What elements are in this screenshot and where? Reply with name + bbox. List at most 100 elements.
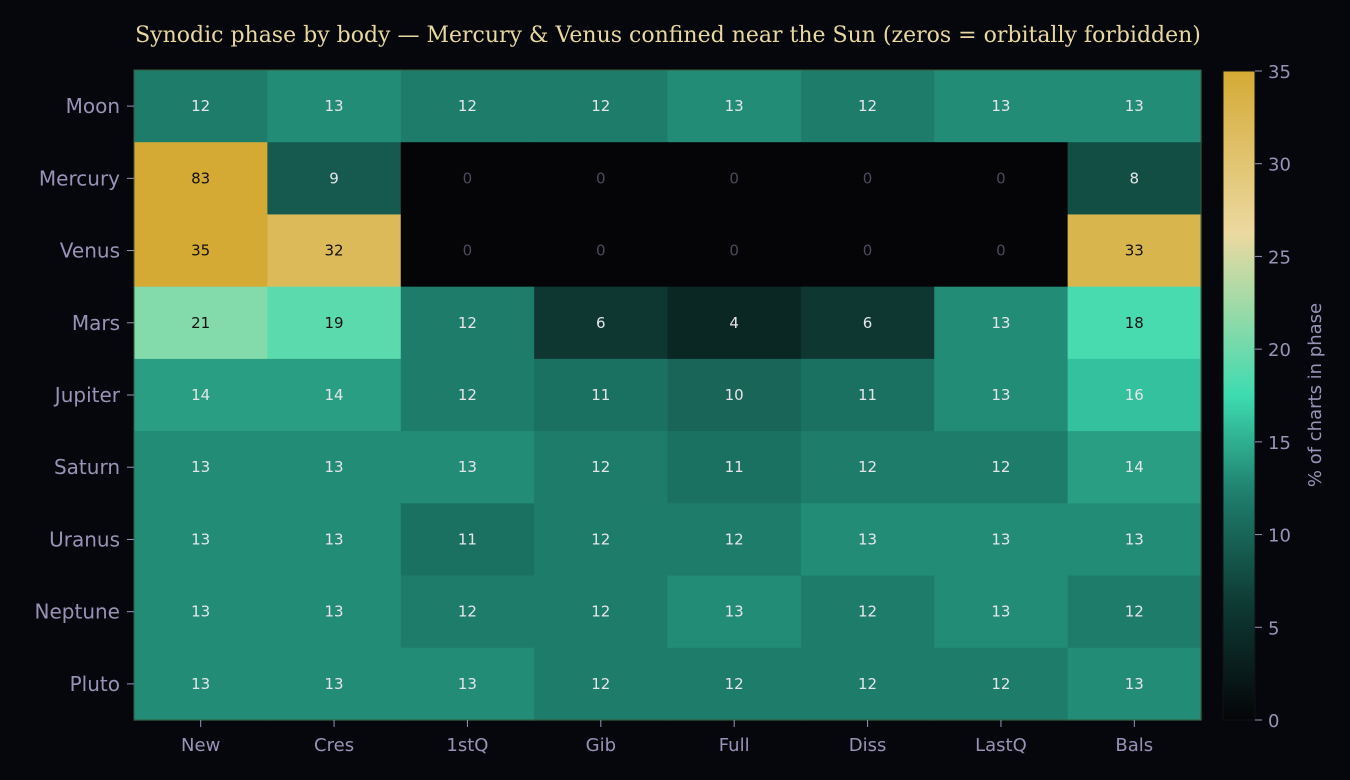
cell-value-label: 32 [325,242,344,260]
heatmap-cell [1067,142,1202,216]
heatmap-cell [667,358,802,432]
heatmap-cell [267,142,402,216]
heatmap-cell [1067,214,1202,288]
y-axis: Moon Mercury Venus Mars Jupiter Saturn Uranus N… [35,94,134,696]
cell-value-label: 12 [858,675,877,693]
heatmap-cell [267,358,402,432]
y-tick-label: Saturn [54,455,120,479]
heatmap-cell [800,503,935,577]
cell-value-label: 12 [458,97,477,115]
cell-value-label: 11 [858,386,877,404]
cell-value-label: 12 [458,603,477,621]
heatmap-cell [534,214,669,288]
heatmap-cell [134,142,268,216]
cell-value-label: 18 [1125,314,1144,332]
cell-value-label: 14 [191,386,210,404]
heatmap-cell [667,214,802,288]
y-tick-label: Mercury [39,166,120,190]
heatmap-cell [800,431,935,504]
heatmap-cell [667,142,802,216]
heatmap-cell [534,575,669,649]
cell-value-label: 13 [991,97,1010,115]
cell-value-label: 16 [1125,386,1144,404]
heatmap-cell [1067,286,1202,360]
cell-value-label: 13 [191,458,210,476]
heatmap-cell [400,214,535,288]
cell-value-label: 8 [1130,169,1140,187]
cell-value-label: 13 [191,603,210,621]
heatmap-cell [400,431,535,504]
cell-value-label: 21 [191,314,210,332]
heatmap-cell [934,503,1069,577]
heatmap-cell [400,358,535,432]
x-tick-label: LastQ [975,735,1027,756]
heatmap-cell [534,70,669,143]
cell-value-label: 12 [991,458,1010,476]
heatmap-cell [267,70,402,143]
cell-value-label: 13 [325,458,344,476]
heatmap-cell [667,70,802,143]
cell-value-label: 12 [591,530,610,548]
heatmap-cell [534,286,669,360]
y-tick-label: Moon [66,94,120,118]
y-tick-label: Jupiter [53,383,121,407]
heatmap-cell [934,358,1069,432]
cell-value-label: 0 [596,169,606,187]
heatmap-cell [134,431,268,504]
heatmap-cell [800,286,935,360]
heatmap-cell [400,575,535,649]
cell-value-label: 12 [591,458,610,476]
cell-value-label: 0 [729,169,739,187]
heatmap-cell [134,503,268,577]
heatmap-cell [1067,647,1202,721]
cell-value-label: 0 [596,242,606,260]
x-tick-label: Bals [1115,735,1153,756]
cell-value-label: 6 [596,314,606,332]
heatmap-cell [267,214,402,288]
heatmap-cell [934,431,1069,504]
cell-value-label: 13 [325,530,344,548]
cell-value-label: 13 [325,97,344,115]
cell-value-label: 13 [725,603,744,621]
cell-value-label: 11 [591,386,610,404]
cell-value-label: 12 [991,675,1010,693]
cell-value-label: 35 [191,242,210,260]
cell-value-label: 9 [329,169,339,187]
x-axis: New Cres 1stQ Gib Full Diss LastQ Bals [181,720,1153,756]
heatmap-cell [800,358,935,432]
heatmap-cell [534,142,669,216]
cell-value-label: 11 [458,530,477,548]
heatmap-cell [934,647,1069,721]
colorbar-tick-label: 30 [1268,155,1291,176]
heatmap-cell [1067,70,1202,143]
cell-value-label: 0 [729,242,739,260]
cell-value-label: 13 [191,530,210,548]
colorbar-label: % of charts in phase [1305,303,1326,487]
colorbar-tick-label: 35 [1268,62,1291,83]
heatmap-cell [1067,503,1202,577]
cell-value-label: 13 [458,458,477,476]
cell-value-label: 0 [463,242,473,260]
cell-value-label: 0 [863,169,873,187]
colorbar-ticks: 0 5 10 15 20 25 30 35 [1255,62,1291,732]
cell-value-label: 4 [729,314,739,332]
cell-value-label: 0 [996,242,1006,260]
heatmap-cell [134,647,268,721]
cell-value-label: 13 [725,97,744,115]
heatmap-cell [400,503,535,577]
cell-value-label: 12 [458,386,477,404]
heatmap-cell [134,70,268,143]
heatmap-cell [534,503,669,577]
cell-value-label: 0 [863,242,873,260]
cell-value-label: 0 [463,169,473,187]
cell-value-label: 12 [591,675,610,693]
heatmap-cell [667,503,802,577]
y-tick-label: Pluto [70,672,120,696]
heatmap-cell [534,647,669,721]
heatmap-cell [267,286,402,360]
cell-value-label: 12 [191,97,210,115]
heatmap-cell [400,286,535,360]
heatmap-cell [800,214,935,288]
heatmap-cell [934,575,1069,649]
